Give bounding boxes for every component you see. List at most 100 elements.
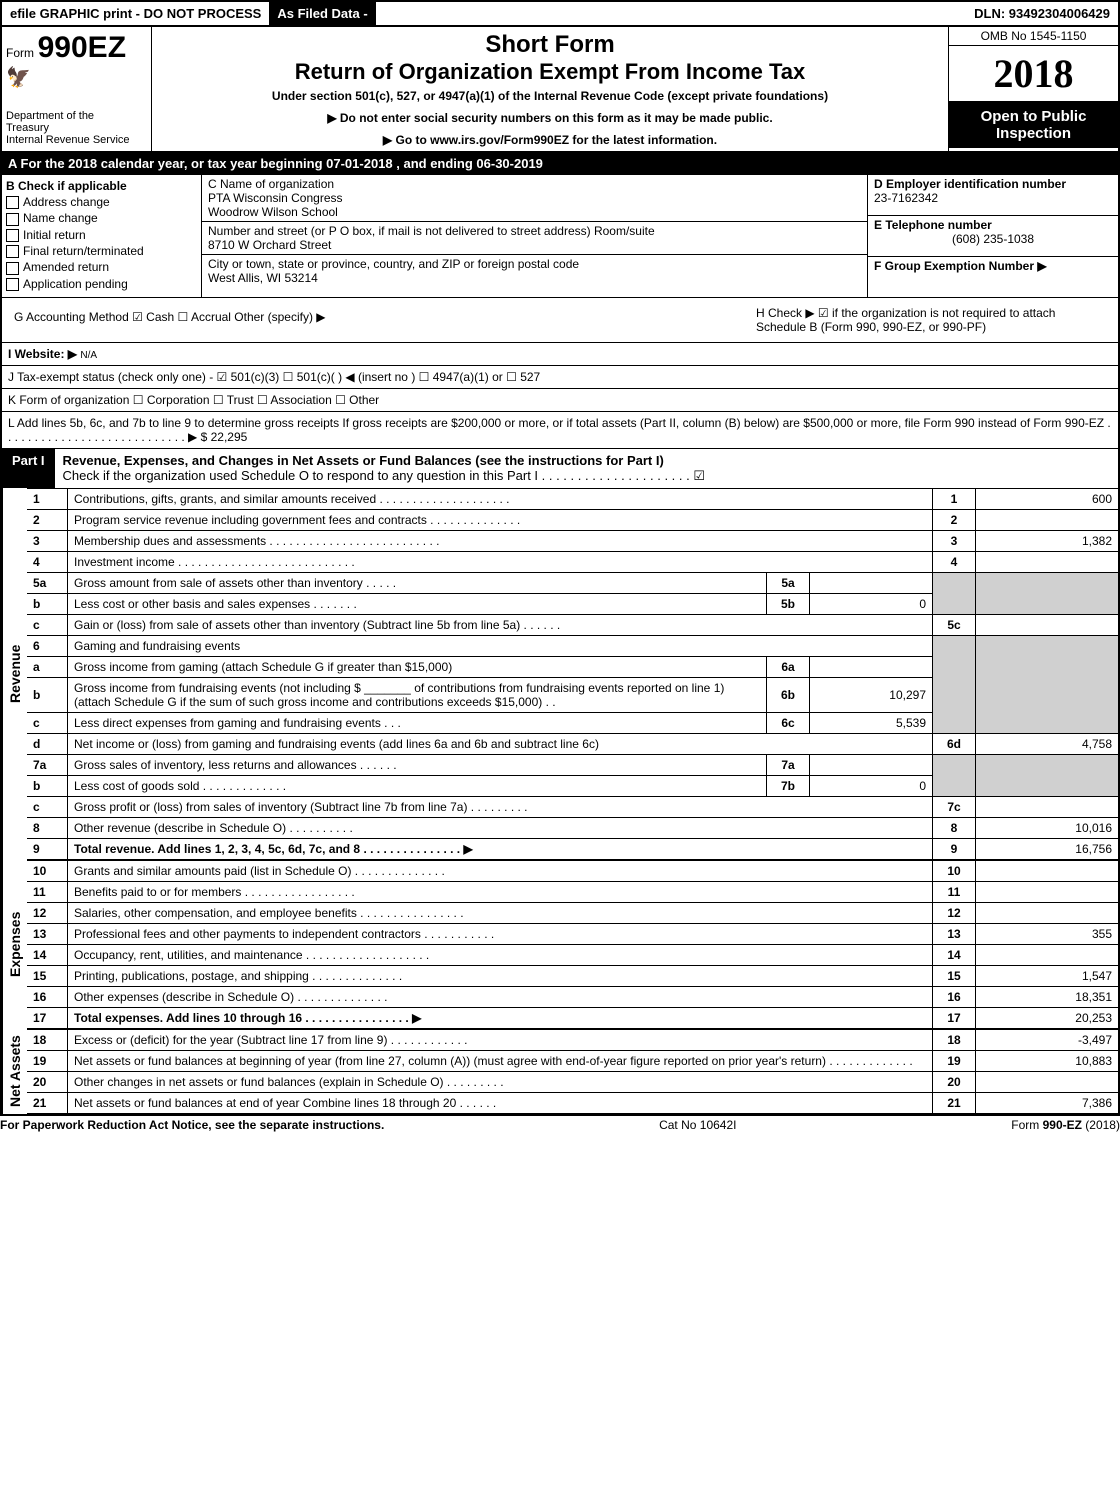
omb-number: OMB No 1545-1150 [949, 27, 1118, 46]
ghijkl-section: G Accounting Method ☑ Cash ☐ Accrual Oth… [0, 298, 1120, 449]
expenses-table: 10 Grants and similar amounts paid (list… [27, 860, 1118, 1029]
line-3: 3 Membership dues and assessments . . . … [27, 530, 1118, 551]
top-bar: efile GRAPHIC print - DO NOT PROCESS As … [0, 0, 1120, 27]
tax-year: 2018 [949, 46, 1118, 102]
part1-title: Revenue, Expenses, and Changes in Net As… [63, 453, 664, 468]
asfiled-label: As Filed Data - [269, 2, 375, 25]
org-name-1: PTA Wisconsin Congress [208, 191, 861, 205]
k-label: K Form of organization ☐ Corporation ☐ T… [8, 393, 379, 407]
website-row: I Website: ▶ N/A [2, 343, 1118, 366]
form-org-row: K Form of organization ☐ Corporation ☐ T… [2, 389, 1118, 412]
city-label: City or town, state or province, country… [208, 257, 861, 271]
open-to-public: Open to Public Inspection [949, 102, 1118, 148]
line-9: 9 Total revenue. Add lines 1, 2, 3, 4, 5… [27, 838, 1118, 859]
chk-application-pending[interactable]: Application pending [6, 277, 197, 291]
i-label: I Website: ▶ [8, 347, 77, 361]
check-applicable-col: B Check if applicable Address change Nam… [2, 175, 202, 297]
part1-num: Part I [2, 449, 55, 488]
chk-initial-return[interactable]: Initial return [6, 228, 197, 242]
netassets-table: 18 Excess or (deficit) for the year (Sub… [27, 1029, 1118, 1114]
c-label: C Name of organization [208, 177, 861, 191]
org-name-address-col: C Name of organization PTA Wisconsin Con… [202, 175, 867, 297]
d-label: D Employer identification number [874, 177, 1112, 191]
efile-label: efile GRAPHIC print - DO NOT PROCESS [2, 2, 269, 25]
e-label: E Telephone number [874, 218, 1112, 232]
form-instruction-2: ▶ Go to www.irs.gov/Form990EZ for the la… [156, 133, 944, 147]
addr-label: Number and street (or P O box, if mail i… [208, 224, 861, 238]
netassets-vert-label: Net Assets [2, 1029, 27, 1114]
tax-exempt-row: J Tax-exempt status (check only one) - ☑… [2, 366, 1118, 389]
line-10: 10 Grants and similar amounts paid (list… [27, 860, 1118, 881]
revenue-section: Revenue 1 Contributions, gifts, grants, … [0, 488, 1120, 860]
part1-sub: Check if the organization used Schedule … [63, 468, 705, 483]
revenue-table: 1 Contributions, gifts, grants, and simi… [27, 488, 1118, 860]
top-bar-left: efile GRAPHIC print - DO NOT PROCESS As … [2, 2, 376, 25]
line-15: 15 Printing, publications, postage, and … [27, 965, 1118, 986]
line-16: 16 Other expenses (describe in Schedule … [27, 986, 1118, 1007]
org-addr-row: Number and street (or P O box, if mail i… [202, 222, 867, 255]
line-7a: 7a Gross sales of inventory, less return… [27, 754, 1118, 775]
chk-name-change[interactable]: Name change [6, 211, 197, 225]
line-8: 8 Other revenue (describe in Schedule O)… [27, 817, 1118, 838]
line-17: 17 Total expenses. Add lines 10 through … [27, 1007, 1118, 1028]
form-title: Return of Organization Exempt From Incom… [156, 59, 944, 85]
chk-amended-return[interactable]: Amended return [6, 260, 197, 274]
j-label: J Tax-exempt status (check only one) - ☑… [8, 370, 540, 384]
expenses-vert-label: Expenses [2, 860, 27, 1029]
chk-final-return[interactable]: Final return/terminated [6, 244, 197, 258]
dept-treasury: Department of the Treasury Internal Reve… [6, 110, 147, 146]
group-exemption-row: F Group Exemption Number ▶ [868, 257, 1118, 297]
website-value: N/A [80, 350, 97, 361]
line-1: 1 Contributions, gifts, grants, and simi… [27, 488, 1118, 509]
phone-value: (608) 235-1038 [874, 232, 1112, 246]
org-city-row: City or town, state or province, country… [202, 255, 867, 287]
org-name-row: C Name of organization PTA Wisconsin Con… [202, 175, 867, 222]
l-label: L Add lines 5b, 6c, and 7b to line 9 to … [8, 416, 1111, 444]
line-18: 18 Excess or (deficit) for the year (Sub… [27, 1029, 1118, 1050]
footer-row: For Paperwork Reduction Act Notice, see … [0, 1116, 1120, 1134]
footer-center: Cat No 10642I [659, 1118, 736, 1132]
line-6d: d Net income or (loss) from gaming and f… [27, 733, 1118, 754]
line-5a: 5a Gross amount from sale of assets othe… [27, 572, 1118, 593]
header-center: Short Form Return of Organization Exempt… [152, 27, 948, 151]
revenue-vert-label: Revenue [2, 488, 27, 860]
line-7c: c Gross profit or (loss) from sales of i… [27, 796, 1118, 817]
calendar-year-row: A For the 2018 calendar year, or tax yea… [0, 153, 1120, 175]
line-13: 13 Professional fees and other payments … [27, 923, 1118, 944]
part1-title-wrap: Revenue, Expenses, and Changes in Net As… [55, 449, 1118, 488]
header-left: Form 990EZ 🦅 Department of the Treasury … [2, 27, 152, 151]
gh-row: G Accounting Method ☑ Cash ☐ Accrual Oth… [2, 298, 1118, 343]
line-11: 11 Benefits paid to or for members . . .… [27, 881, 1118, 902]
header-right: OMB No 1545-1150 2018 Open to Public Ins… [948, 27, 1118, 151]
accounting-method: G Accounting Method ☑ Cash ☐ Accrual Oth… [8, 302, 750, 338]
line-6: 6 Gaming and fundraising events [27, 635, 1118, 656]
footer-right: Form 990-EZ (2018) [1011, 1118, 1120, 1132]
part1-header-wrap: Part I Revenue, Expenses, and Changes in… [0, 449, 1120, 488]
ein-row: D Employer identification number 23-7162… [868, 175, 1118, 216]
schedule-b-check: H Check ▶ ☑ if the organization is not r… [750, 302, 1112, 338]
line-5c: c Gain or (loss) from sale of assets oth… [27, 614, 1118, 635]
line-12: 12 Salaries, other compensation, and emp… [27, 902, 1118, 923]
dept-line1: Department of the [6, 110, 147, 122]
line-19: 19 Net assets or fund balances at beginn… [27, 1050, 1118, 1071]
footer-left: For Paperwork Reduction Act Notice, see … [0, 1118, 384, 1132]
dln-label: DLN: 93492304006429 [966, 2, 1118, 25]
chk-address-change[interactable]: Address change [6, 195, 197, 209]
form-prefix: Form [6, 46, 34, 60]
org-addr: 8710 W Orchard Street [208, 238, 861, 252]
form-number: 990EZ [38, 31, 126, 64]
expenses-section: Expenses 10 Grants and similar amounts p… [0, 860, 1120, 1029]
line-2: 2 Program service revenue including gove… [27, 509, 1118, 530]
line-20: 20 Other changes in net assets or fund b… [27, 1071, 1118, 1092]
dept-line2: Treasury [6, 122, 147, 134]
f-label: F Group Exemption Number ▶ [874, 259, 1112, 273]
eagle-icon: 🦅 [6, 65, 147, 90]
col-b-title: B Check if applicable [6, 179, 197, 193]
ein-value: 23-7162342 [874, 191, 1112, 205]
org-info-section: B Check if applicable Address change Nam… [0, 175, 1120, 298]
short-form-label: Short Form [156, 31, 944, 59]
phone-row: E Telephone number (608) 235-1038 [868, 216, 1118, 257]
netassets-section: Net Assets 18 Excess or (deficit) for th… [0, 1029, 1120, 1116]
form-header: Form 990EZ 🦅 Department of the Treasury … [0, 27, 1120, 153]
line-4: 4 Investment income . . . . . . . . . . … [27, 551, 1118, 572]
